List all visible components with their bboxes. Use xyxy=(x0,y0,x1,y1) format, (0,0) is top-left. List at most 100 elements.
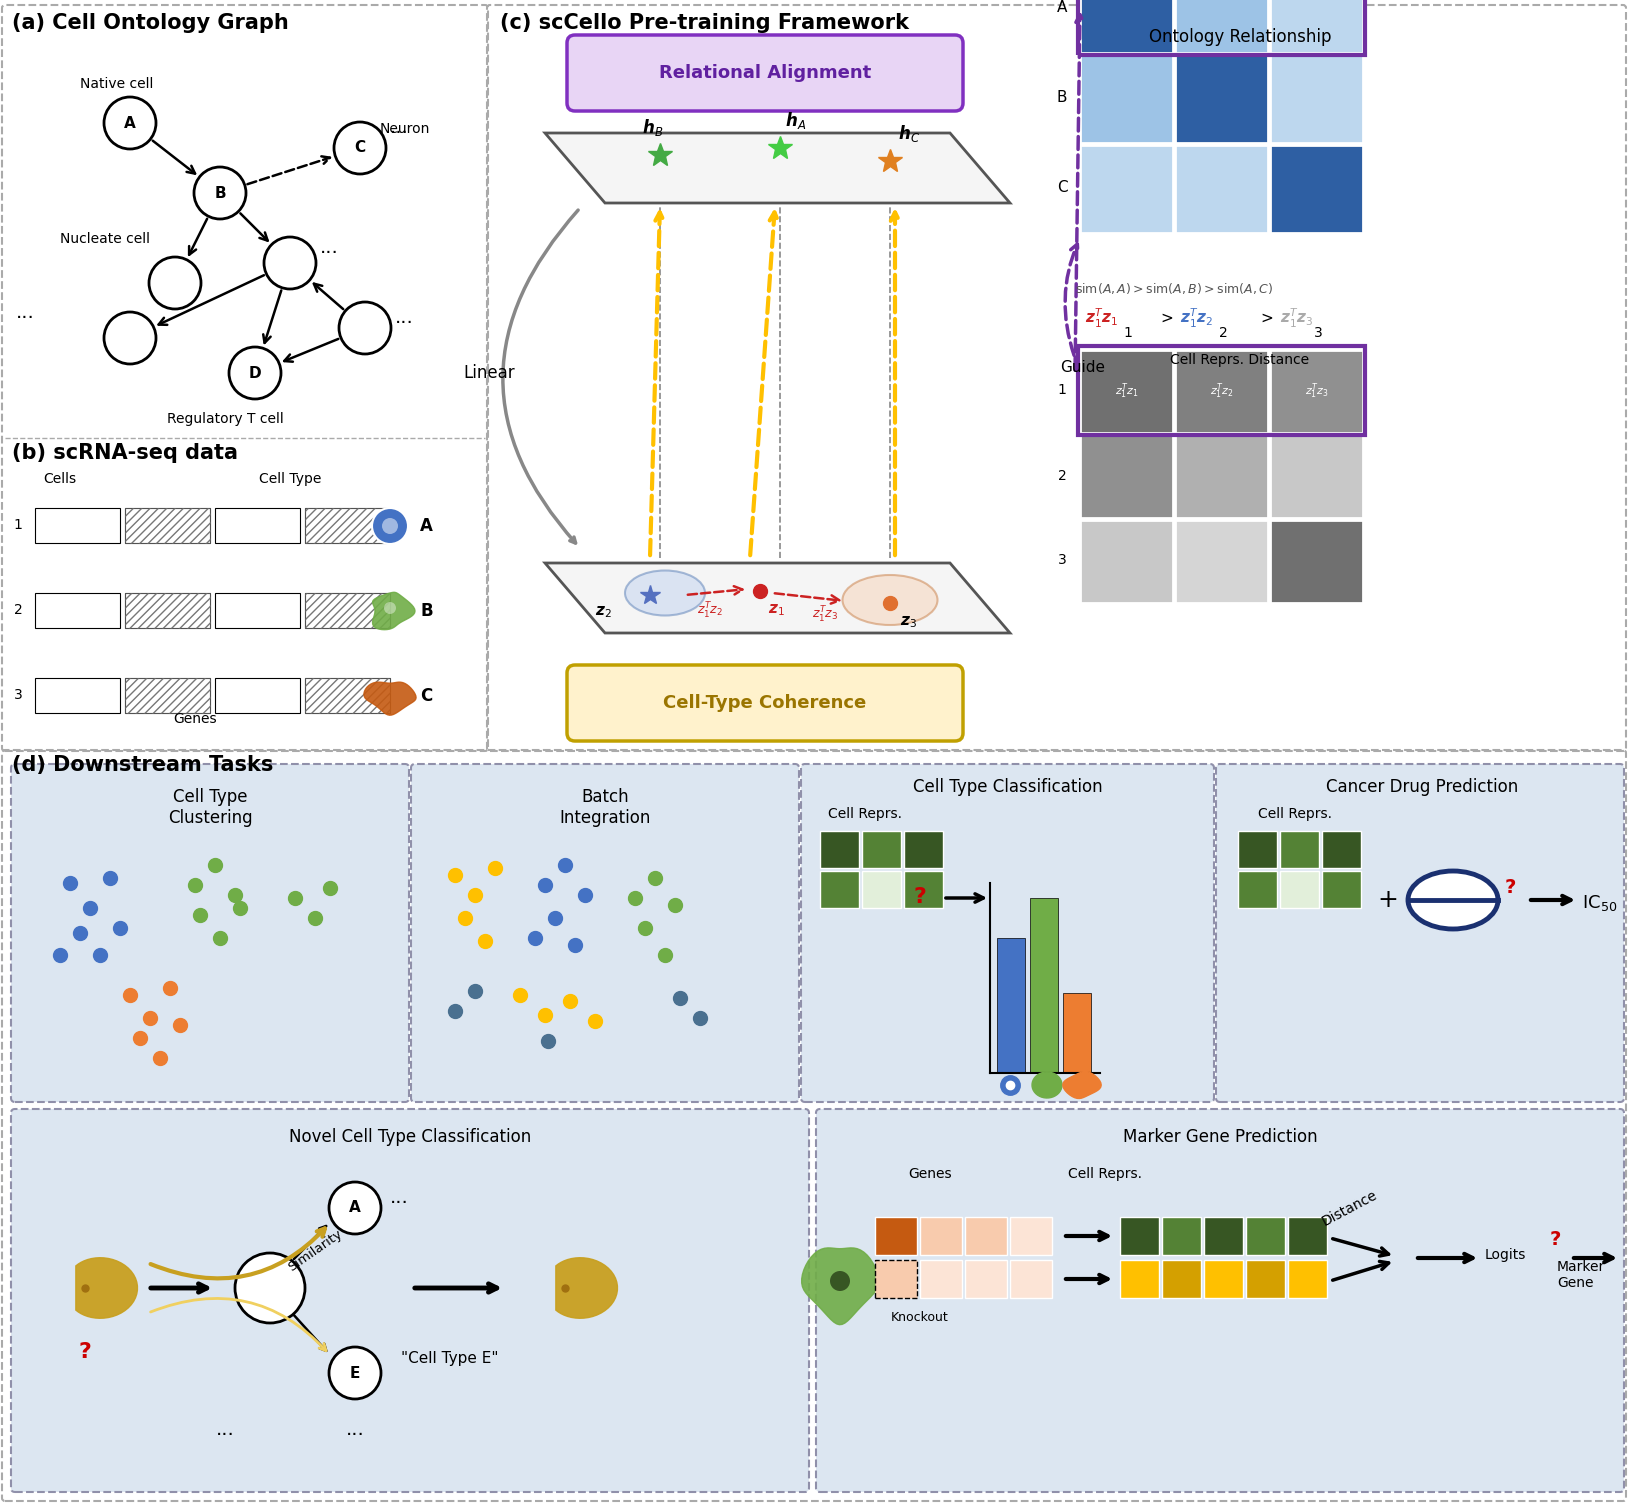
Text: (a) Cell Ontology Graph: (a) Cell Ontology Graph xyxy=(11,14,288,33)
Bar xyxy=(1270,520,1363,603)
Bar xyxy=(304,508,391,543)
Text: Knockout: Knockout xyxy=(891,1311,949,1324)
Bar xyxy=(125,508,210,543)
Bar xyxy=(861,872,900,908)
Text: Cell Reprs.: Cell Reprs. xyxy=(1258,807,1332,821)
Text: "Cell Type E": "Cell Type E" xyxy=(400,1351,498,1366)
Polygon shape xyxy=(1063,1072,1101,1099)
Bar xyxy=(304,594,391,628)
Text: B: B xyxy=(1057,90,1068,105)
Text: $z_1^Tz_2$: $z_1^Tz_2$ xyxy=(1210,382,1232,401)
Bar xyxy=(1245,1260,1284,1299)
Bar xyxy=(1079,56,1174,143)
Polygon shape xyxy=(365,682,417,715)
Text: Similarity: Similarity xyxy=(285,1228,345,1275)
Polygon shape xyxy=(77,1258,137,1318)
Ellipse shape xyxy=(843,576,938,625)
Text: (b) scRNA-seq data: (b) scRNA-seq data xyxy=(11,443,238,463)
Bar xyxy=(215,678,300,712)
Text: Cell Reprs. Distance: Cell Reprs. Distance xyxy=(1171,353,1309,367)
Text: Cells: Cells xyxy=(44,472,77,485)
Bar xyxy=(1162,1260,1201,1299)
Circle shape xyxy=(234,1254,304,1323)
Bar xyxy=(821,831,860,869)
Bar xyxy=(1120,1260,1159,1299)
Text: 1: 1 xyxy=(1058,383,1066,397)
Bar xyxy=(125,594,210,628)
FancyBboxPatch shape xyxy=(801,764,1214,1102)
Bar xyxy=(1120,1217,1159,1255)
Circle shape xyxy=(264,237,316,289)
Text: Distance: Distance xyxy=(1320,1187,1381,1228)
Text: B: B xyxy=(420,603,433,621)
Text: Marker
Gene: Marker Gene xyxy=(1556,1260,1605,1290)
Text: Cell Reprs.: Cell Reprs. xyxy=(1068,1166,1141,1181)
Bar xyxy=(861,831,900,869)
Polygon shape xyxy=(545,564,1009,633)
Bar xyxy=(965,1260,1008,1299)
Bar xyxy=(1280,831,1319,869)
Bar xyxy=(1009,1260,1052,1299)
Polygon shape xyxy=(545,132,1009,203)
Text: $\boldsymbol{z}_3$: $\boldsymbol{z}_3$ xyxy=(900,615,917,630)
Text: Guide: Guide xyxy=(1060,361,1105,376)
Text: ?: ? xyxy=(913,887,926,906)
Bar xyxy=(821,872,860,908)
Bar xyxy=(1322,831,1361,869)
Circle shape xyxy=(334,122,386,174)
Text: $z_1^Tz_3$: $z_1^Tz_3$ xyxy=(1304,382,1328,401)
Bar xyxy=(34,678,120,712)
FancyBboxPatch shape xyxy=(11,764,409,1102)
Text: Genes: Genes xyxy=(173,712,217,726)
Bar xyxy=(215,594,300,628)
Bar xyxy=(965,1217,1008,1255)
Text: Cell Reprs.: Cell Reprs. xyxy=(829,807,902,821)
Text: ?: ? xyxy=(78,1342,91,1362)
Text: 2: 2 xyxy=(13,603,23,618)
Text: Nucleate cell: Nucleate cell xyxy=(60,231,150,246)
Ellipse shape xyxy=(625,571,705,616)
Bar xyxy=(1063,993,1091,1073)
Bar xyxy=(1009,1217,1052,1255)
Bar xyxy=(34,508,120,543)
Text: Cell-Type Coherence: Cell-Type Coherence xyxy=(663,694,866,712)
Text: $\boldsymbol{z}_1^T\boldsymbol{z}_1$: $\boldsymbol{z}_1^T\boldsymbol{z}_1$ xyxy=(1084,307,1118,329)
Text: ?: ? xyxy=(1550,1229,1561,1249)
Bar xyxy=(125,678,210,712)
Text: 2: 2 xyxy=(1058,469,1066,482)
Text: 2: 2 xyxy=(1219,326,1228,340)
Bar xyxy=(1288,1260,1327,1299)
Bar xyxy=(1175,434,1268,519)
Text: ?: ? xyxy=(1504,878,1516,897)
Text: >: > xyxy=(1161,311,1172,326)
Bar xyxy=(1205,1260,1244,1299)
Bar xyxy=(874,1260,917,1299)
Text: >: > xyxy=(1260,311,1273,326)
Circle shape xyxy=(230,347,282,398)
Bar xyxy=(920,1260,962,1299)
Text: A: A xyxy=(124,116,135,131)
Text: C: C xyxy=(420,687,433,705)
Bar xyxy=(1175,56,1268,143)
Text: C: C xyxy=(1057,180,1068,195)
Bar xyxy=(125,594,210,628)
Bar xyxy=(125,678,210,712)
Bar xyxy=(1031,897,1058,1073)
Text: 3: 3 xyxy=(13,688,23,702)
Text: Marker Gene Prediction: Marker Gene Prediction xyxy=(1123,1127,1317,1145)
Bar xyxy=(1245,1217,1284,1255)
Bar xyxy=(1270,56,1363,143)
Circle shape xyxy=(339,302,391,355)
Bar xyxy=(1175,144,1268,233)
Bar xyxy=(874,1217,917,1255)
Bar xyxy=(1322,872,1361,908)
Text: $z_1^T z_3$: $z_1^T z_3$ xyxy=(812,606,838,625)
Bar xyxy=(304,678,391,712)
Polygon shape xyxy=(801,1247,879,1324)
Bar xyxy=(125,508,210,543)
Text: ...: ... xyxy=(391,1187,409,1207)
Text: ...: ... xyxy=(391,119,409,137)
Bar xyxy=(1079,434,1174,519)
Text: Cell Type: Cell Type xyxy=(259,472,321,485)
Text: Novel Cell Type Classification: Novel Cell Type Classification xyxy=(288,1127,531,1145)
